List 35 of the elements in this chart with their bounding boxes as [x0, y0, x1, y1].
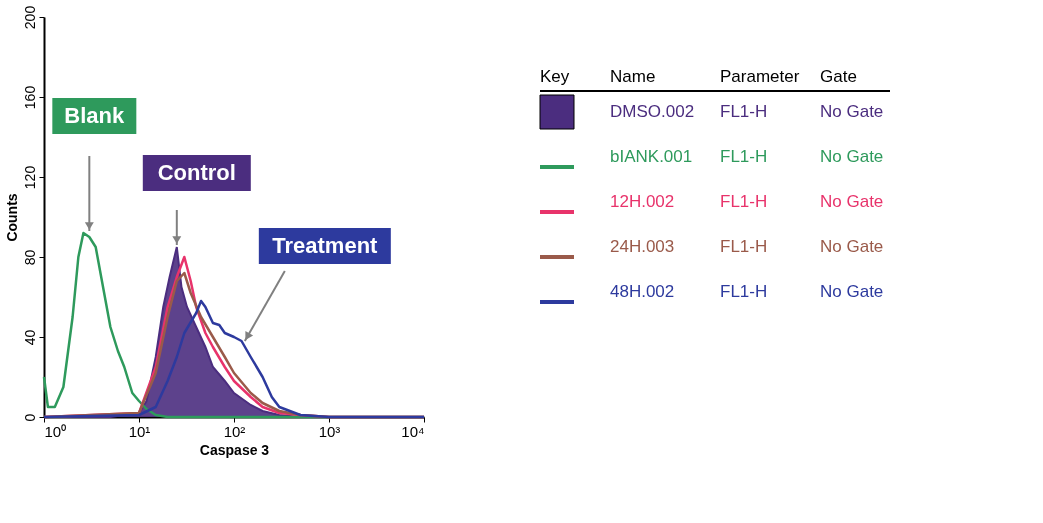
y-tick-label: 160 [21, 85, 38, 110]
annotation: Blank [64, 103, 126, 128]
legend-label: 24H.003 [610, 237, 675, 256]
text: No Gate [820, 282, 884, 301]
annotation: Control [157, 160, 236, 185]
y-axis-title: Counts [3, 193, 20, 242]
text: No Gate [820, 237, 884, 256]
y-tick-label: 40 [21, 329, 38, 346]
annotation: Treatment [272, 233, 379, 258]
text: FL1-H [720, 102, 768, 121]
text: No Gate [820, 102, 884, 121]
x-tick-label: 10¹ [128, 422, 151, 440]
text: Name [610, 67, 656, 86]
text: Gate [820, 67, 857, 86]
legend-label: 12H.002 [610, 192, 675, 211]
y-tick-label: 120 [21, 165, 38, 190]
y-tick-label: 80 [21, 249, 38, 266]
text: No Gate [820, 147, 884, 166]
legend-label: 48H.002 [610, 282, 675, 301]
legend-label: bIANK.001 [610, 147, 693, 166]
y-tick-label: 200 [21, 5, 38, 30]
text: FL1-H [720, 237, 768, 256]
legend-label: DMSO.002 [610, 102, 695, 121]
x-tick-label: 10³ [318, 422, 341, 440]
text: Parameter [720, 67, 800, 86]
x-tick-label: 10² [223, 422, 246, 440]
text: No Gate [820, 192, 884, 211]
text: Key [540, 67, 570, 86]
y-tick-label: 0 [21, 413, 38, 422]
x-tick-label: 10⁰ [44, 422, 67, 440]
x-tick-label: 10⁴ [401, 422, 425, 440]
text: FL1-H [720, 147, 768, 166]
text: FL1-H [720, 192, 768, 211]
x-axis-title: Caspase 3 [199, 441, 270, 458]
text: FL1-H [720, 282, 768, 301]
